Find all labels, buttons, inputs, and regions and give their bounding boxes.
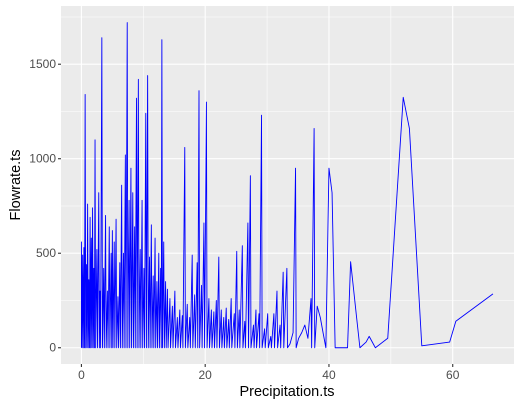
y-tick-label: 500 xyxy=(36,246,56,260)
y-tick-label: 0 xyxy=(49,341,56,355)
y-tick-label: 1500 xyxy=(29,57,56,71)
x-axis-ticks: 0 20 40 60 xyxy=(78,364,460,382)
x-tick-label: 40 xyxy=(322,368,336,382)
x-axis-title: Precipitation.ts xyxy=(239,384,334,400)
y-axis-title: Flowrate.ts xyxy=(8,150,24,221)
series-line-1 xyxy=(80,22,494,349)
x-tick-label: 0 xyxy=(78,368,85,382)
x-tick-label: 20 xyxy=(199,368,213,382)
series-layer xyxy=(80,22,494,349)
y-axis-ticks: 0 500 1000 1500 xyxy=(29,57,61,355)
y-tick-label: 1000 xyxy=(29,152,56,166)
x-tick-label: 60 xyxy=(446,368,460,382)
